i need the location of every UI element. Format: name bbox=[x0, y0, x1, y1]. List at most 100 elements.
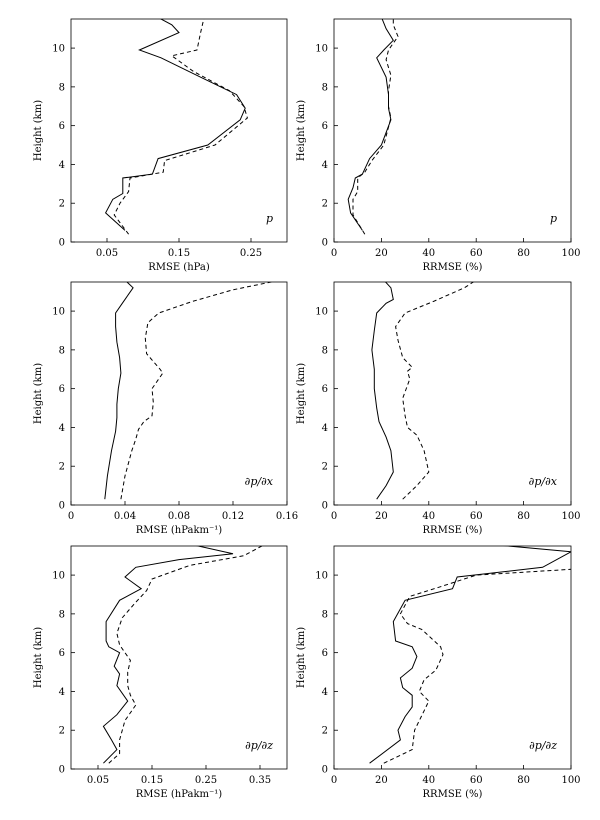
y-axis-label: Height (km) bbox=[33, 627, 44, 688]
y-tick-label: 6 bbox=[59, 648, 65, 659]
x-axis-label: RMSE (hPakm⁻¹) bbox=[136, 789, 223, 800]
y-tick-label: 6 bbox=[59, 121, 65, 132]
series-line-dashed bbox=[395, 282, 475, 500]
series-line-solid bbox=[102, 546, 234, 764]
panel-label: p bbox=[550, 212, 557, 225]
x-tick-label: 40 bbox=[422, 511, 435, 522]
x-tick-label: 0.16 bbox=[276, 511, 298, 522]
y-tick-label: 8 bbox=[59, 609, 65, 620]
x-tick-label: 0 bbox=[331, 248, 337, 259]
y-tick-label: 2 bbox=[322, 462, 328, 473]
plot-frame bbox=[70, 545, 288, 770]
y-tick-label: 8 bbox=[59, 345, 65, 356]
y-tick-label: 4 bbox=[59, 687, 65, 698]
y-tick-label: 10 bbox=[52, 307, 65, 318]
panel-label: ∂p/∂x bbox=[529, 475, 558, 488]
y-axis-label: Height (km) bbox=[296, 100, 307, 161]
y-tick-label: 8 bbox=[322, 609, 328, 620]
x-tick-label: 60 bbox=[470, 775, 483, 786]
x-axis-label: RMSE (hPakm⁻¹) bbox=[136, 525, 223, 536]
y-tick-label: 10 bbox=[315, 307, 328, 318]
x-tick-label: 0.15 bbox=[168, 248, 190, 259]
plot-frame bbox=[70, 18, 288, 243]
y-tick-label: 8 bbox=[59, 82, 65, 93]
x-tick-label: 20 bbox=[375, 248, 388, 259]
plot-frame bbox=[333, 281, 572, 506]
x-axis-label: RMSE (hPa) bbox=[148, 262, 210, 273]
panel-1: 0 2 4 6 8 10 0.05 0.15 0.25 RMSE (hPa) Height (km)… bbox=[33, 18, 288, 273]
x-tick-label: 80 bbox=[517, 248, 530, 259]
x-tick-label: 100 bbox=[561, 248, 580, 259]
y-tick-label: 2 bbox=[59, 726, 65, 737]
panel-label: ∂p/∂z bbox=[245, 739, 273, 752]
series-line-dashed bbox=[383, 568, 571, 764]
x-tick-label: 0.05 bbox=[96, 248, 118, 259]
y-tick-label: 2 bbox=[59, 462, 65, 473]
y-tick-label: 8 bbox=[322, 82, 328, 93]
y-tick-label: 0 bbox=[322, 501, 328, 512]
y-tick-label: 10 bbox=[315, 44, 328, 55]
y-tick-label: 6 bbox=[322, 121, 328, 132]
y-tick-label: 0 bbox=[322, 765, 328, 776]
series-line-solid bbox=[347, 19, 394, 231]
y-axis-label: Height (km) bbox=[296, 627, 307, 688]
y-tick-label: 0 bbox=[59, 765, 65, 776]
y-tick-label: 10 bbox=[52, 44, 65, 55]
panel-5: 0 2 4 6 8 10 0.05 0.15 0.25 0.35 RMSE (hPakm⁻¹) Hei… bbox=[33, 545, 288, 800]
series-line-solid bbox=[371, 282, 394, 500]
series-line-dashed bbox=[120, 282, 274, 500]
y-tick-label: 6 bbox=[59, 384, 65, 395]
y-tick-label: 6 bbox=[322, 384, 328, 395]
x-axis-label: RRMSE (%) bbox=[423, 789, 483, 800]
x-tick-label: 0.35 bbox=[249, 775, 271, 786]
panel-label: ∂p/∂x bbox=[245, 475, 274, 488]
x-tick-label: 0.15 bbox=[141, 775, 163, 786]
series-line-dashed bbox=[352, 19, 399, 235]
plot-frame bbox=[333, 545, 572, 770]
x-tick-label: 80 bbox=[517, 511, 530, 522]
x-tick-label: 40 bbox=[422, 248, 435, 259]
panel-label: ∂p/∂z bbox=[529, 739, 557, 752]
y-tick-label: 4 bbox=[59, 423, 65, 434]
x-tick-label: 0 bbox=[331, 775, 337, 786]
series-line-solid bbox=[104, 282, 134, 500]
y-tick-label: 0 bbox=[59, 501, 65, 512]
y-tick-label: 2 bbox=[322, 199, 328, 210]
y-tick-label: 4 bbox=[322, 687, 328, 698]
plot-frame bbox=[333, 18, 572, 243]
x-tick-label: 20 bbox=[375, 775, 388, 786]
y-axis-label: Height (km) bbox=[33, 100, 44, 161]
panel-label: p bbox=[266, 212, 273, 225]
y-tick-label: 4 bbox=[322, 423, 328, 434]
y-tick-label: 2 bbox=[59, 199, 65, 210]
x-tick-label: 0.08 bbox=[168, 511, 190, 522]
series-line-dashed bbox=[108, 546, 263, 764]
series-line-solid bbox=[104, 19, 246, 231]
y-tick-label: 6 bbox=[322, 648, 328, 659]
x-tick-label: 0 bbox=[68, 511, 74, 522]
x-tick-label: 80 bbox=[517, 775, 530, 786]
x-tick-label: 0.12 bbox=[222, 511, 244, 522]
x-tick-label: 100 bbox=[561, 511, 580, 522]
x-tick-label: 0.05 bbox=[87, 775, 109, 786]
x-tick-label: 60 bbox=[470, 248, 483, 259]
series-line-solid bbox=[369, 546, 571, 764]
x-tick-label: 0 bbox=[331, 511, 337, 522]
y-tick-label: 8 bbox=[322, 345, 328, 356]
y-tick-label: 4 bbox=[59, 160, 65, 171]
y-tick-label: 10 bbox=[52, 571, 65, 582]
x-tick-label: 60 bbox=[470, 511, 483, 522]
x-tick-label: 0.25 bbox=[195, 775, 217, 786]
y-axis-label: Height (km) bbox=[296, 363, 307, 424]
x-axis-label: RRMSE (%) bbox=[423, 262, 483, 273]
y-tick-label: 4 bbox=[322, 160, 328, 171]
x-tick-label: 0.25 bbox=[240, 248, 262, 259]
y-tick-label: 2 bbox=[322, 726, 328, 737]
y-tick-label: 10 bbox=[315, 571, 328, 582]
x-axis-label: RRMSE (%) bbox=[423, 525, 483, 536]
x-tick-label: 20 bbox=[375, 511, 388, 522]
